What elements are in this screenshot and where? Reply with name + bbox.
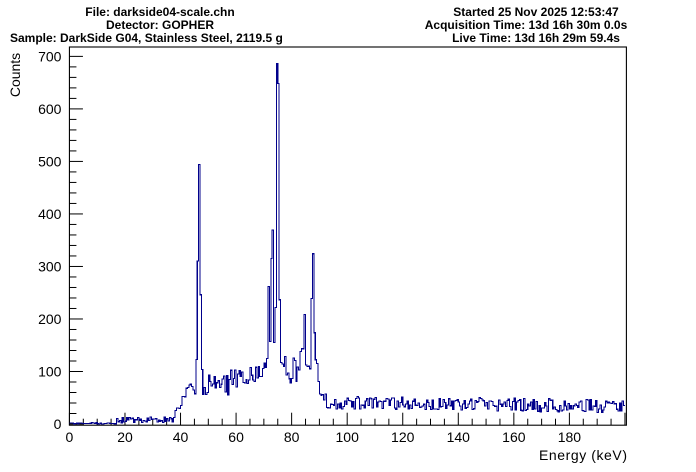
svg-text:120: 120 bbox=[391, 429, 415, 445]
svg-text:80: 80 bbox=[284, 429, 300, 445]
svg-text:Counts: Counts bbox=[7, 53, 23, 97]
svg-text:60: 60 bbox=[228, 429, 244, 445]
svg-text:0: 0 bbox=[66, 429, 74, 445]
svg-text:160: 160 bbox=[502, 429, 526, 445]
svg-text:40: 40 bbox=[173, 429, 189, 445]
svg-text:700: 700 bbox=[38, 48, 62, 64]
svg-text:140: 140 bbox=[447, 429, 471, 445]
svg-text:100: 100 bbox=[38, 364, 62, 380]
svg-text:300: 300 bbox=[38, 258, 62, 274]
svg-text:500: 500 bbox=[38, 153, 62, 169]
svg-text:180: 180 bbox=[558, 429, 582, 445]
svg-text:600: 600 bbox=[38, 101, 62, 117]
svg-text:100: 100 bbox=[336, 429, 360, 445]
svg-text:Energy (keV): Energy (keV) bbox=[539, 447, 627, 463]
svg-text:0: 0 bbox=[54, 416, 62, 432]
svg-text:400: 400 bbox=[38, 206, 62, 222]
svg-text:200: 200 bbox=[38, 311, 62, 327]
svg-text:20: 20 bbox=[117, 429, 133, 445]
